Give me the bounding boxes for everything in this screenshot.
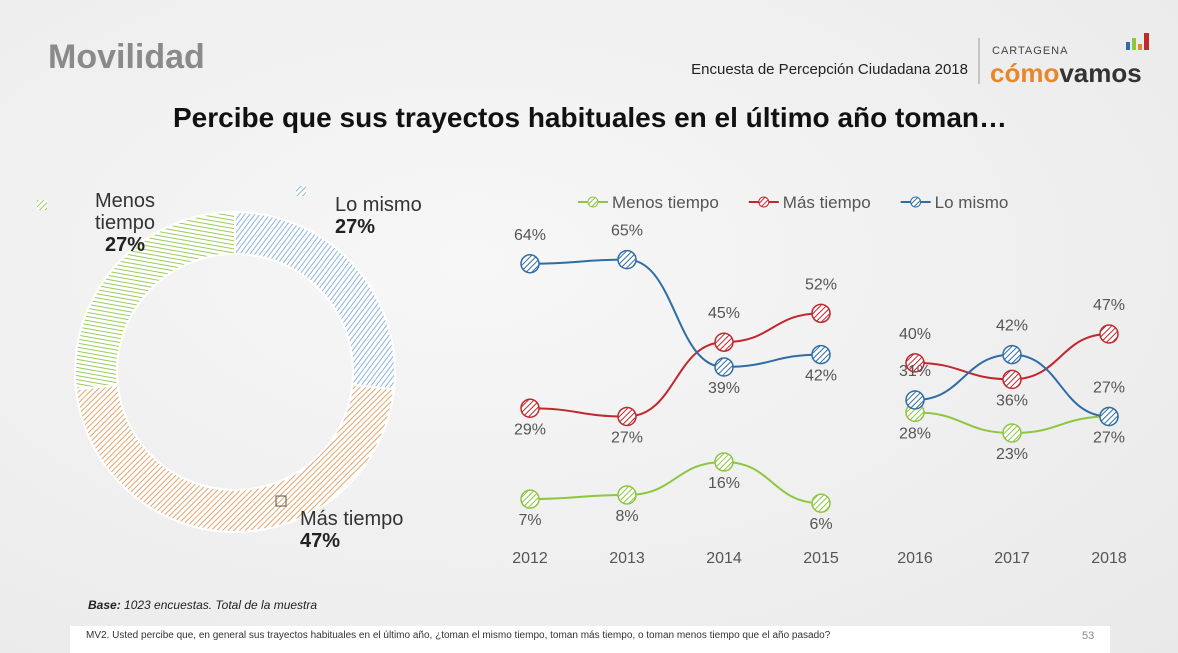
- data-point: [617, 485, 637, 505]
- series-line: [529, 460, 822, 505]
- donut-slice: [74, 210, 236, 391]
- donut-slice: [74, 383, 396, 533]
- legend-swatch: [275, 495, 287, 507]
- data-point: [714, 332, 734, 352]
- category-label: Menos tiempo: [94, 190, 156, 234]
- data-label: 27%: [611, 430, 643, 447]
- legend-swatch: [37, 200, 47, 210]
- data-point: [617, 249, 637, 270]
- slice-label: Más tiempo 47%: [300, 508, 460, 552]
- legend-label: Lo mismo: [935, 193, 1009, 212]
- data-label: 64%: [514, 227, 546, 244]
- x-tick-label: 2018: [1091, 550, 1127, 567]
- legend-marker: [758, 196, 770, 208]
- x-tick-label: 2012: [512, 550, 548, 567]
- survey-name: Encuesta de Percepción Ciudadana 2018: [691, 61, 968, 78]
- data-label: 23%: [996, 446, 1028, 463]
- data-label: 42%: [805, 368, 837, 385]
- data-point: [1099, 324, 1119, 344]
- legend-marker: [910, 196, 922, 208]
- logo-icon: [1126, 33, 1149, 50]
- data-label: 52%: [805, 276, 837, 293]
- category-label: Lo mismo: [335, 194, 422, 216]
- data-label: 29%: [514, 421, 546, 438]
- data-point: [520, 489, 540, 509]
- data-label: 27%: [1093, 430, 1125, 447]
- data-label: 8%: [615, 508, 638, 525]
- data-label: 6%: [809, 516, 832, 533]
- data-point: [905, 390, 925, 410]
- slice-label: Menos tiempo 27%: [70, 190, 180, 256]
- legend-label: Más tiempo: [783, 193, 871, 212]
- data-label: 28%: [899, 425, 931, 442]
- legend-label: Menos tiempo: [612, 193, 719, 212]
- data-label: 45%: [708, 305, 740, 322]
- x-tick-label: 2013: [609, 550, 645, 567]
- page-number: 53: [1082, 630, 1095, 642]
- data-point: [1002, 423, 1022, 443]
- x-tick-label: 2015: [803, 550, 839, 567]
- data-point: [905, 353, 925, 373]
- data-point: [811, 493, 831, 513]
- legend-swatch: [296, 186, 306, 196]
- data-point: [714, 452, 734, 472]
- base-text: 1023 encuestas. Total de la muestra: [124, 598, 318, 612]
- footer: MV2. Usted percibe que, en general sus t…: [70, 626, 1110, 653]
- data-label: 27%: [1093, 380, 1125, 397]
- data-label: 39%: [708, 380, 740, 397]
- logo-city: CARTAGENA: [992, 45, 1068, 57]
- category-label: Más tiempo: [300, 508, 404, 530]
- data-point: [617, 406, 637, 427]
- question: MV2. Usted percibe que, en general sus t…: [86, 630, 831, 641]
- series-line: [529, 258, 822, 368]
- value-label: 47%: [300, 530, 341, 552]
- section-title: Movilidad: [48, 38, 205, 76]
- x-tick-label: 2016: [897, 550, 933, 567]
- data-label: 65%: [611, 223, 643, 240]
- donut-slice: [234, 210, 396, 391]
- value-label: 27%: [335, 216, 376, 238]
- data-label: 42%: [996, 318, 1028, 335]
- x-tick-label: 2014: [706, 550, 742, 567]
- slice-label: Lo mismo 27%: [335, 194, 465, 238]
- data-point: [1002, 369, 1022, 390]
- data-label: 47%: [1093, 297, 1125, 314]
- base-label: Base:: [88, 598, 121, 612]
- x-tick-label: 2017: [994, 550, 1030, 567]
- data-point: [520, 254, 540, 274]
- data-point: [811, 344, 831, 365]
- data-label: 16%: [708, 475, 740, 492]
- title: Percibe que sus trayectos habituales en …: [173, 102, 1007, 133]
- data-point: [1002, 344, 1022, 365]
- logo-word: cómo: [990, 58, 1059, 88]
- data-label: 31%: [899, 363, 931, 380]
- series-line: [529, 312, 822, 418]
- data-point: [811, 303, 831, 324]
- value-label: 27%: [104, 234, 146, 256]
- data-point: [520, 398, 540, 419]
- data-point: [714, 357, 734, 377]
- base-note: Base: 1023 encuestas. Total de la muestr…: [88, 598, 317, 612]
- data-label: 7%: [518, 512, 541, 529]
- data-label: 36%: [996, 392, 1028, 409]
- legend-marker: [587, 196, 599, 208]
- data-point: [1099, 406, 1119, 427]
- data-label: 40%: [899, 326, 931, 343]
- logo: cómovamos: [990, 58, 1142, 88]
- logo-word: vamos: [1059, 58, 1141, 88]
